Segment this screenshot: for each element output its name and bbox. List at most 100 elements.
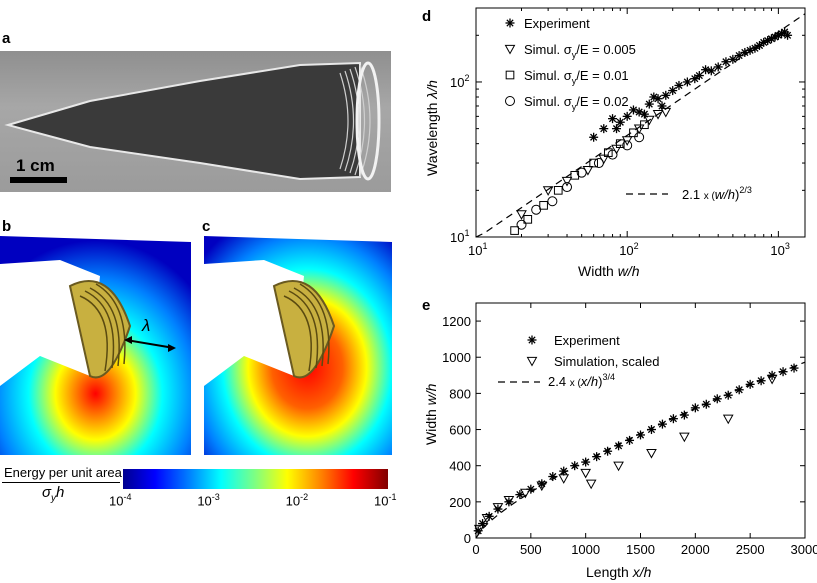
chart-e-legend-marker-0 bbox=[527, 335, 537, 345]
crack-photo bbox=[0, 51, 391, 192]
colorbar-tick-0: 10-4 bbox=[109, 492, 131, 508]
chart-d-ylabel-var: λ/h bbox=[424, 80, 440, 100]
chart-d-xlabel-var: w/h bbox=[618, 263, 640, 279]
colorbar-tick-exp: -2 bbox=[300, 492, 309, 502]
chart-d-xtick-exp: 3 bbox=[785, 241, 790, 251]
chart-d-point bbox=[607, 149, 618, 160]
chart-d-point bbox=[674, 80, 684, 90]
chart-e-point bbox=[558, 474, 570, 484]
colorbar-title-line1: Energy per unit area bbox=[4, 465, 122, 480]
chart-e-point bbox=[745, 379, 755, 389]
chart-e-point bbox=[789, 363, 799, 373]
simulation-c-field bbox=[204, 236, 392, 455]
chart-e-series-1 bbox=[473, 374, 778, 535]
chart-e-fit-close: ) bbox=[598, 374, 602, 389]
chart-d-point bbox=[706, 66, 716, 76]
chart-e-point bbox=[734, 385, 744, 395]
chart-e-axes-box bbox=[475, 302, 806, 539]
chart-e-point bbox=[580, 468, 592, 479]
simulation-c bbox=[204, 236, 392, 455]
chart-d-point bbox=[701, 65, 711, 75]
chart-d-legend-sub: y bbox=[572, 76, 577, 86]
chart-d-fit-var: w/h bbox=[715, 187, 735, 202]
chart-d-point bbox=[644, 99, 654, 109]
colorbar-tick-exp: -4 bbox=[123, 492, 132, 502]
chart-d-fit-label: 2.1 x (w/h)2/3 bbox=[682, 185, 752, 202]
chart-d-point bbox=[668, 86, 678, 96]
chart-e-point bbox=[679, 432, 690, 443]
lambda-label: λ bbox=[142, 316, 151, 335]
chart-e-point bbox=[548, 472, 558, 482]
chart-d-point bbox=[539, 201, 548, 210]
chart-d-series-0 bbox=[589, 27, 793, 142]
panel-label-d: d bbox=[422, 8, 432, 25]
scale-bar bbox=[10, 177, 67, 183]
wrinkle-fan bbox=[68, 280, 132, 379]
panel-label-b: b bbox=[2, 218, 12, 235]
chart-d-point bbox=[589, 158, 598, 168]
chart-e-point bbox=[492, 503, 504, 513]
panel-label-e: e bbox=[422, 297, 431, 314]
chart-e-point bbox=[570, 461, 580, 471]
chart-d-series-2 bbox=[510, 120, 649, 235]
panel-label-a: a bbox=[2, 30, 11, 47]
chart-e-point bbox=[614, 441, 624, 451]
chart-e-fit-x: x ( bbox=[570, 378, 582, 389]
chart-d-legend-suffix: /E = 0.005 bbox=[576, 42, 636, 57]
chart-e-xlabel: Length x/h bbox=[586, 564, 652, 580]
chart-e-ytick-label: 0 bbox=[464, 531, 471, 546]
chart-d-point bbox=[622, 111, 632, 121]
chart-d-ytick-label: 102 bbox=[450, 73, 469, 90]
chart-e-point bbox=[679, 410, 689, 420]
chart-d-legend-sub: y bbox=[572, 102, 577, 112]
chart-d-legend-label-2: Simul. σy/E = 0.01 bbox=[524, 68, 629, 86]
chart-d-series-3 bbox=[516, 132, 645, 230]
chart-e-point bbox=[657, 419, 667, 429]
chart-e-fit-var: x/h bbox=[580, 374, 598, 389]
chart-e-ytick-label: 1000 bbox=[442, 350, 471, 365]
chart-d-xlabel: Width w/h bbox=[578, 263, 640, 279]
chart-d-legend-marker-0 bbox=[505, 18, 515, 28]
chart-d-point bbox=[593, 158, 604, 169]
chart-e-point bbox=[585, 479, 597, 490]
wrinkle-lines bbox=[339, 64, 371, 178]
chart-e-fit-label: 2.4 x (x/h)3/4 bbox=[548, 372, 615, 389]
chart-d-point bbox=[682, 77, 692, 87]
scale-bar-label: 1 cm bbox=[16, 156, 55, 175]
simulation-b-field bbox=[0, 236, 191, 455]
chart-e-point bbox=[778, 367, 788, 377]
chart-d-ylabel: Wavelength λ/h bbox=[424, 80, 440, 176]
colorbar-sigma: σ bbox=[42, 484, 52, 501]
chart-e-point bbox=[536, 481, 548, 492]
colorbar-tick-base: 10 bbox=[285, 493, 301, 509]
chart-e: 0 500 1000 1500 2000 2500 3000 0 200 400 600 800 100… bbox=[423, 302, 817, 580]
chart-e-point bbox=[723, 390, 733, 400]
crack-shape bbox=[4, 61, 361, 181]
chart-d-point bbox=[510, 226, 519, 235]
chart-d-point bbox=[582, 166, 594, 176]
chart-d-legend-suffix: /E = 0.01 bbox=[576, 68, 628, 83]
chart-e-ytick-label: 800 bbox=[449, 386, 471, 401]
chart-d-point bbox=[599, 124, 609, 134]
colorbar-tick-1: 10-3 bbox=[197, 492, 219, 508]
chart-e-ytick-label: 200 bbox=[449, 495, 471, 510]
chart-e-point bbox=[636, 430, 645, 440]
chart-d-point bbox=[694, 71, 704, 81]
chart-d-point bbox=[783, 30, 793, 40]
chart-d-point bbox=[640, 120, 649, 130]
chart-d-point bbox=[621, 136, 633, 146]
chart-d-point bbox=[660, 107, 672, 118]
chart-d-point bbox=[653, 94, 663, 104]
chart-e-point bbox=[559, 466, 569, 476]
chart-e-ylabel: Width w/h bbox=[423, 383, 439, 445]
chart-d-ytick-exp: 2 bbox=[464, 73, 469, 83]
colorbar-tick-3: 10-1 bbox=[374, 492, 396, 508]
chart-e-point bbox=[646, 448, 657, 459]
colorbar-tick-base: 10 bbox=[374, 493, 389, 509]
chart-d-ytick-exp: 1 bbox=[464, 228, 469, 238]
chart-e-point bbox=[690, 403, 700, 413]
chart-d-fit-x: x ( bbox=[704, 191, 716, 202]
chart-e-xtick-label: 3000 bbox=[791, 542, 817, 557]
chart-d-point bbox=[547, 196, 558, 207]
chart-d-point bbox=[615, 139, 625, 148]
